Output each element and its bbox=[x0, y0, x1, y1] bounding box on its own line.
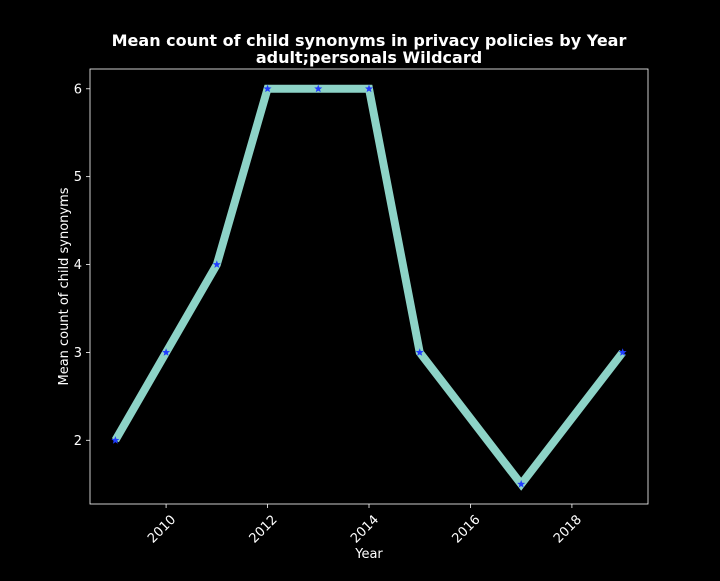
y-axis: 2 3 4 5 6 bbox=[74, 82, 90, 449]
data-point bbox=[415, 348, 424, 356]
data-point bbox=[263, 84, 272, 93]
data-point bbox=[618, 348, 627, 356]
y-tick-label: 5 bbox=[74, 170, 82, 185]
y-tick-label: 4 bbox=[74, 258, 82, 273]
x-axis-label: Year bbox=[354, 547, 383, 562]
data-point bbox=[162, 348, 171, 356]
chart-subtitle: adult;personals Wildcard bbox=[256, 48, 482, 67]
y-tick-label: 3 bbox=[74, 346, 82, 361]
data-point bbox=[314, 84, 323, 93]
data-point bbox=[365, 84, 373, 93]
y-tick-label: 2 bbox=[74, 434, 82, 449]
y-axis-label: Mean count of child synonyms bbox=[57, 187, 72, 385]
data-point bbox=[517, 480, 526, 488]
data-point bbox=[111, 436, 120, 444]
chart-title: Mean count of child synonyms in privacy … bbox=[112, 31, 627, 50]
y-tick-label: 6 bbox=[74, 82, 82, 97]
data-point bbox=[212, 260, 221, 268]
series-layer bbox=[111, 84, 627, 491]
